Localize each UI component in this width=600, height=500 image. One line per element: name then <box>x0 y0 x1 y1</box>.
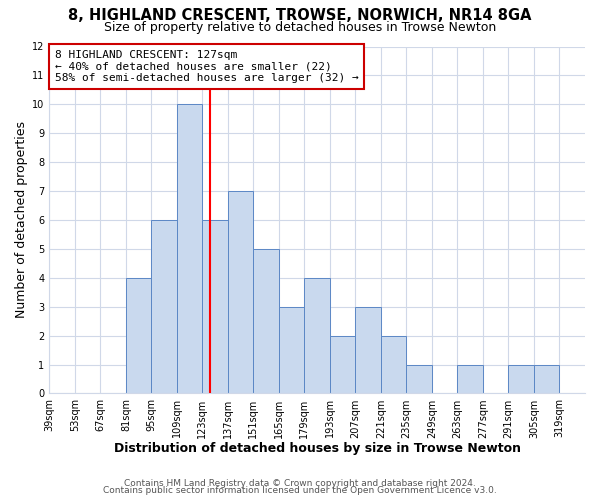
Bar <box>381 336 406 394</box>
Text: Size of property relative to detached houses in Trowse Newton: Size of property relative to detached ho… <box>104 21 496 34</box>
Bar <box>508 364 534 394</box>
Text: 8, HIGHLAND CRESCENT, TROWSE, NORWICH, NR14 8GA: 8, HIGHLAND CRESCENT, TROWSE, NORWICH, N… <box>68 8 532 22</box>
Bar <box>151 220 177 394</box>
Text: Contains public sector information licensed under the Open Government Licence v3: Contains public sector information licen… <box>103 486 497 495</box>
Bar <box>406 364 432 394</box>
Bar <box>228 191 253 394</box>
Text: Contains HM Land Registry data © Crown copyright and database right 2024.: Contains HM Land Registry data © Crown c… <box>124 478 476 488</box>
Bar <box>534 364 559 394</box>
Bar <box>202 220 228 394</box>
Bar <box>126 278 151 394</box>
Bar <box>330 336 355 394</box>
Text: 8 HIGHLAND CRESCENT: 127sqm
← 40% of detached houses are smaller (22)
58% of sem: 8 HIGHLAND CRESCENT: 127sqm ← 40% of det… <box>55 50 359 83</box>
Bar <box>253 249 279 394</box>
Bar <box>304 278 330 394</box>
Y-axis label: Number of detached properties: Number of detached properties <box>15 122 28 318</box>
Bar <box>177 104 202 394</box>
X-axis label: Distribution of detached houses by size in Trowse Newton: Distribution of detached houses by size … <box>114 442 521 455</box>
Bar <box>279 306 304 394</box>
Bar <box>355 306 381 394</box>
Bar <box>457 364 483 394</box>
